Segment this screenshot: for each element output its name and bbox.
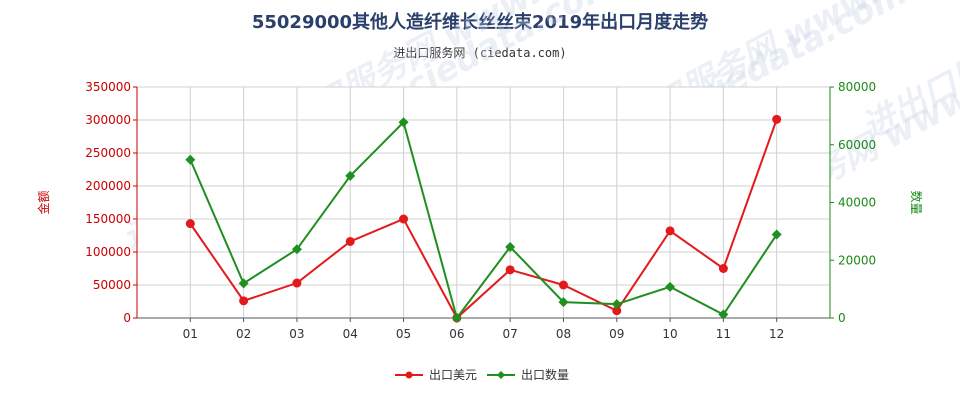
x-axis: 01 02 03 04 05 06 07 08 09 10 11 12 [137, 317, 830, 341]
data-point [398, 117, 409, 128]
x-tick-label: 04 [343, 327, 358, 341]
data-point [558, 297, 569, 308]
x-tick-label: 06 [449, 327, 464, 341]
x-tick-label: 03 [289, 327, 304, 341]
x-tick-label: 09 [609, 327, 624, 341]
data-point [345, 170, 356, 181]
left-tick-label: 150000 [85, 212, 131, 226]
left-tick-label: 100000 [85, 245, 131, 259]
data-point [292, 278, 302, 288]
data-point [718, 264, 728, 273]
left-tick-label: 250000 [85, 146, 131, 160]
series-1 [185, 114, 782, 323]
data-point [665, 226, 675, 236]
left-axis-label: 金额 [36, 190, 51, 214]
x-tick-label: 02 [236, 327, 251, 341]
x-tick-label: 12 [769, 327, 784, 341]
data-point [718, 309, 729, 320]
x-tick-label: 08 [556, 327, 571, 341]
data-point [505, 265, 515, 275]
x-tick-label: 05 [396, 327, 411, 341]
legend-swatch-marker [405, 371, 413, 379]
data-point [345, 236, 355, 246]
right-axis-label: 数量 [909, 190, 924, 214]
legend-item: 出口数量 [487, 367, 569, 382]
left-tick-label: 200000 [85, 179, 131, 193]
x-tick-label: 11 [716, 327, 731, 341]
data-point [611, 299, 622, 310]
data-point [505, 241, 516, 252]
right-tick-label: 0 [838, 311, 846, 325]
right-tick-label: 80000 [838, 80, 876, 94]
data-point [239, 296, 249, 306]
data-point [772, 114, 782, 124]
left-tick-label: 350000 [85, 80, 131, 94]
x-tick-label: 01 [183, 327, 198, 341]
legend-label: 出口数量 [521, 367, 569, 382]
data-point [185, 154, 196, 165]
series-line [189, 120, 778, 321]
left-y-axis: 0 50000 100000 150000 200000 250000 300000 3500… [85, 80, 138, 325]
legend-item: 出口美元 [395, 368, 477, 382]
left-tick-label: 300000 [85, 113, 131, 127]
legend: 出口美元 出口数量 [395, 367, 569, 382]
data-point [291, 244, 302, 255]
series-layer [185, 114, 782, 323]
right-tick-label: 20000 [838, 253, 876, 267]
right-tick-label: 40000 [838, 196, 876, 210]
right-tick-label: 60000 [838, 138, 876, 152]
data-point [771, 229, 782, 240]
x-tick-label: 10 [662, 327, 677, 341]
x-tick-label: 07 [503, 327, 518, 341]
data-point [558, 280, 568, 290]
data-point [451, 313, 462, 323]
chart-title: 55029000其他人造纤维长丝丝束2019年出口月度走势 [251, 12, 709, 33]
left-tick-label: 0 [123, 311, 131, 325]
legend-swatch-marker [497, 371, 505, 379]
data-point [238, 278, 249, 289]
series-line [189, 119, 778, 320]
right-y-axis: 0 20000 40000 60000 80000 [829, 80, 876, 325]
chart-subtitle: 进出口服务网 (ciedata.com) [393, 46, 567, 60]
legend-label: 出口美元 [429, 368, 477, 382]
left-tick-label: 50000 [93, 278, 131, 292]
data-point [665, 281, 676, 292]
series-2 [185, 117, 782, 323]
data-point [399, 214, 409, 224]
data-point [612, 306, 622, 316]
data-point [185, 219, 195, 229]
